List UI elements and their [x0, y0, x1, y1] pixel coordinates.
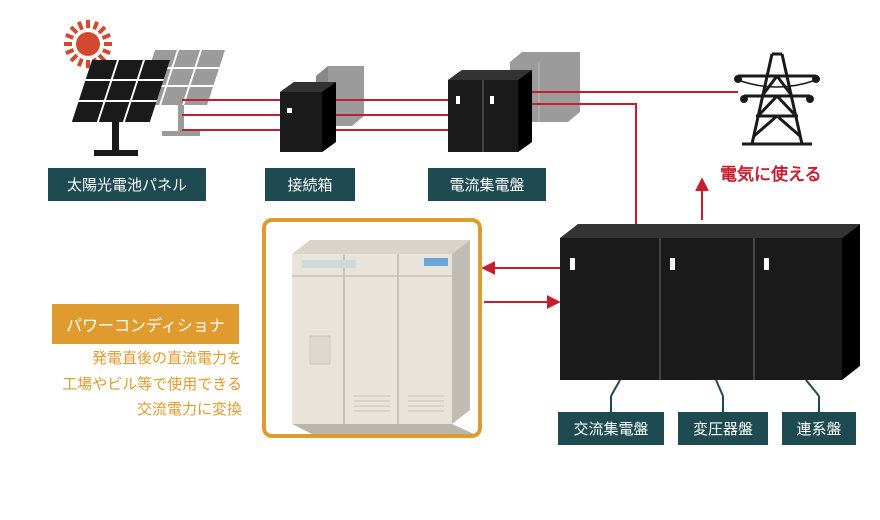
power-conditioner-highlight	[262, 218, 482, 438]
current-collector-icon	[448, 52, 580, 152]
power-conditioner-description: 発電直後の直流電力を 工場やビル等で使用できる 交流電力に変換	[42, 346, 242, 423]
transmission-tower-icon	[736, 54, 819, 144]
callout-line: 発電直後の直流電力を	[42, 346, 242, 372]
callout-line: 工場やビル等で使用できる	[42, 372, 242, 398]
transformer-label: 変圧器盤	[678, 412, 768, 445]
power-conditioner-callout: パワーコンディショナ	[52, 304, 239, 344]
usable-power-label: 電気に使える	[720, 160, 822, 185]
solar-panel-icon	[72, 50, 225, 156]
junction-box-label: 接続箱	[265, 168, 355, 201]
label-connectors	[611, 380, 819, 412]
output-cabinets-icon	[560, 224, 860, 380]
junction-box-icon	[280, 66, 364, 152]
interconnect-label: 連系盤	[782, 412, 856, 445]
current-collector-label: 電流集電盤	[428, 168, 546, 201]
callout-line: 交流電力に変換	[42, 397, 242, 423]
ac-collector-label: 交流集電盤	[558, 412, 664, 445]
solar-panel-label: 太陽光電池パネル	[48, 168, 206, 201]
